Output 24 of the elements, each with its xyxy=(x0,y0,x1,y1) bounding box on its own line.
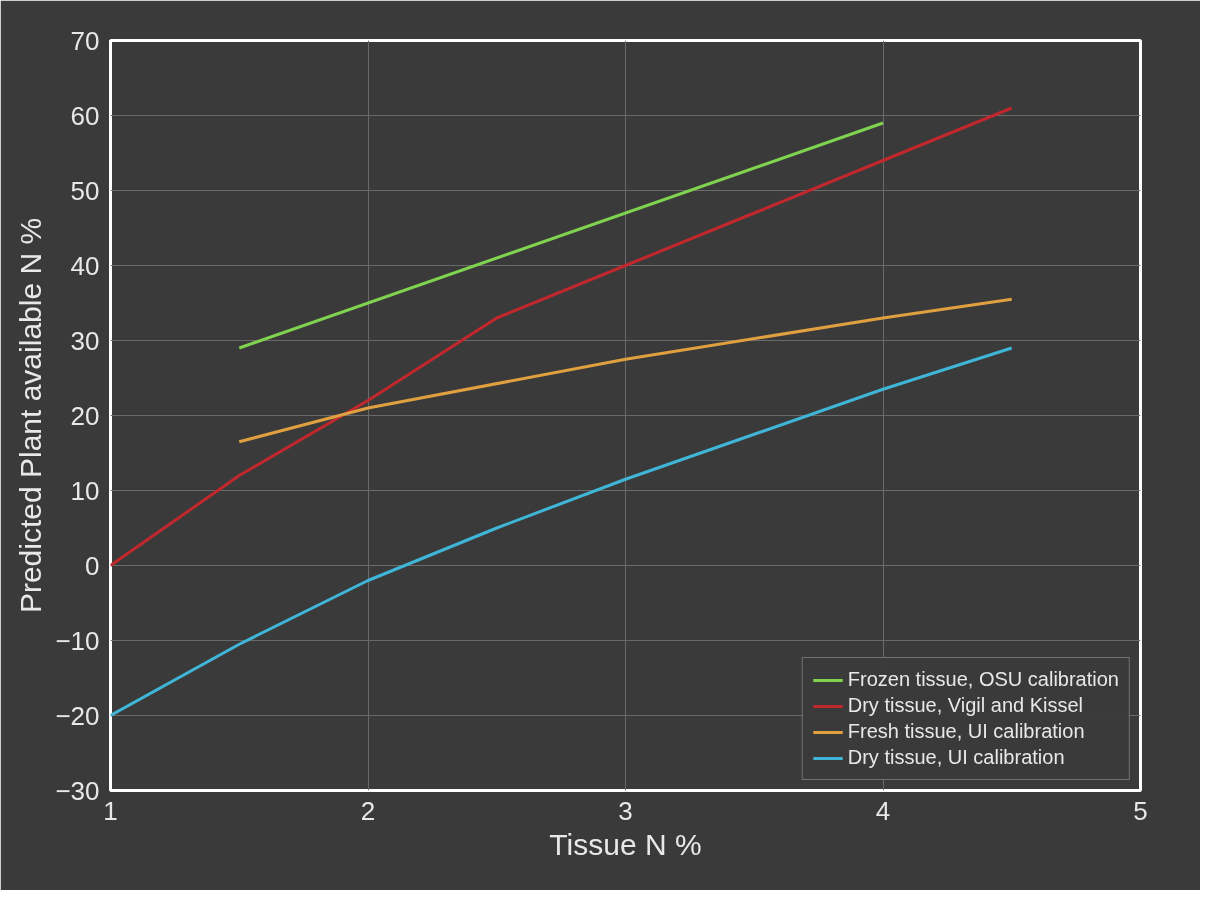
y-tick-label: 50 xyxy=(70,175,100,206)
y-tick-label: −20 xyxy=(55,700,100,731)
y-axis-title: Predicted Plant available N % xyxy=(14,217,48,614)
legend-label: Frozen tissue, OSU calibration xyxy=(847,668,1119,691)
y-tick-label: 30 xyxy=(70,325,100,356)
y-tick-label: 20 xyxy=(70,400,100,431)
y-tick-label: −10 xyxy=(55,625,100,656)
x-axis-title: Tissue N % xyxy=(549,827,702,861)
y-tick-label: 60 xyxy=(70,100,100,131)
y-tick-label: 0 xyxy=(85,550,100,581)
legend-label: Dry tissue, UI calibration xyxy=(847,746,1065,769)
y-tick-label: 10 xyxy=(70,475,100,506)
y-tick-label: 70 xyxy=(70,25,100,56)
x-tick-label: 2 xyxy=(360,795,376,826)
x-tick-label: 3 xyxy=(618,795,633,826)
legend-label: Fresh tissue, UI calibration xyxy=(847,720,1085,743)
x-tick-label: 5 xyxy=(1133,795,1148,826)
line-series xyxy=(237,297,1014,444)
y-tick-label: 40 xyxy=(70,250,100,281)
x-tick-label: 4 xyxy=(875,795,891,826)
y-tick-label: −30 xyxy=(55,775,100,806)
legend-label: Dry tissue, Vigil and Kissel xyxy=(847,694,1084,717)
line-series xyxy=(110,106,1014,567)
x-tick-label: 1 xyxy=(103,795,118,826)
